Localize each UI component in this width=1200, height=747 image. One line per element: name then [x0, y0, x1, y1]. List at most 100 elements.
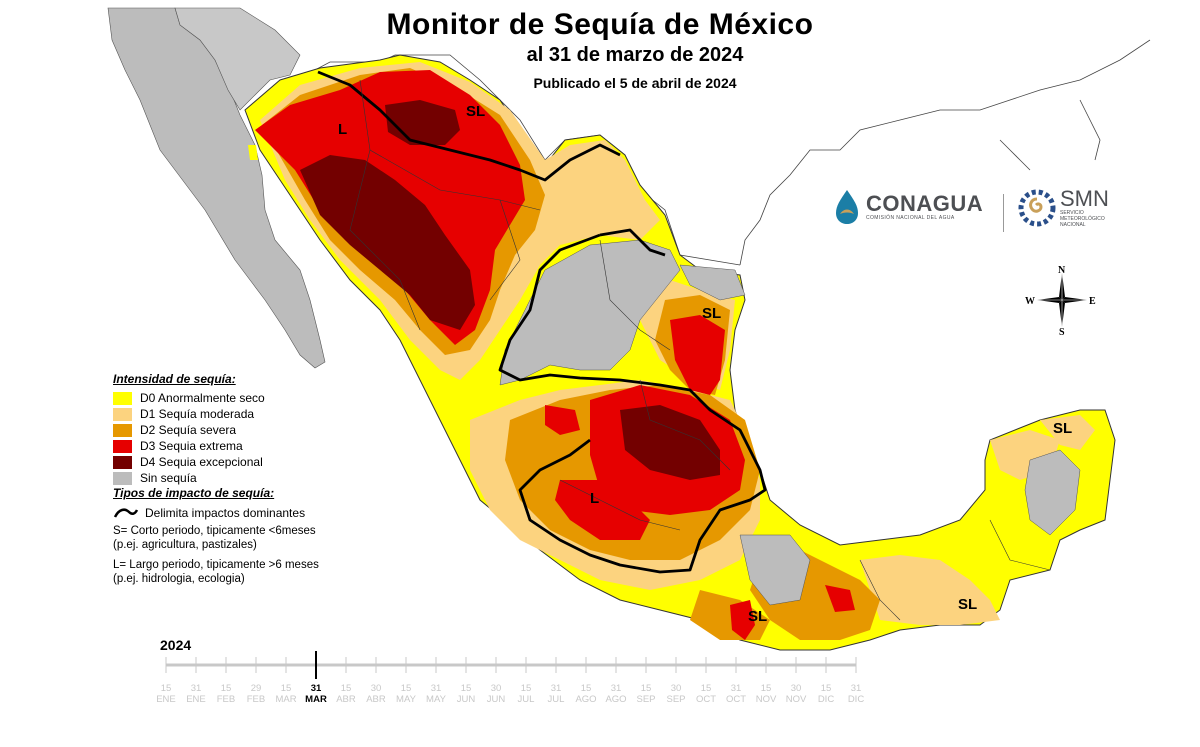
compass-rose: N S W E — [1025, 265, 1096, 335]
tick-month: NOV — [785, 694, 807, 705]
label-sl-northeast: SL — [702, 305, 721, 322]
timeline-tick-label: 15 JUL — [511, 683, 541, 705]
timeline-tick-label: 15 ABR — [331, 683, 361, 705]
tick-day: 31 — [850, 683, 862, 694]
tick-month: MAR — [275, 694, 297, 705]
tick-day: 15 — [340, 683, 352, 694]
tick-month: ENE — [156, 694, 176, 705]
smn-logo: SMN SERVICIO METEOROLÓGICO NACIONAL — [1018, 188, 1109, 228]
legend-item: D4 Sequia excepcional — [113, 454, 413, 470]
label-l-center: L — [590, 490, 599, 507]
legend-intensity-title: Intensidad de sequía: — [113, 372, 236, 386]
timeline-tick-label: 15 DIC — [811, 683, 841, 705]
impact-boundaries — [317, 70, 767, 574]
tick-day: 15 — [160, 683, 172, 694]
tick-month: JUN — [456, 694, 476, 705]
compass-n: N — [1058, 265, 1066, 276]
legend-impact-title: Tipos de impacto de sequía: — [113, 486, 275, 500]
tick-day: 15 — [400, 683, 412, 694]
tick-month: ENE — [186, 694, 206, 705]
label-sl-north: SL — [466, 103, 485, 120]
tick-day: 15 — [520, 683, 532, 694]
tick-month: JUL — [517, 694, 535, 705]
timeline-tick-label: 31 AGO — [601, 683, 631, 705]
tick-month: DIC — [847, 694, 865, 705]
tick-month: FEB — [246, 694, 266, 705]
no-drought-areas — [499, 239, 1081, 606]
tick-month: MAR — [305, 694, 327, 705]
state-borders — [349, 79, 1051, 621]
timeline-year: 2024 — [160, 637, 192, 653]
tick-month: OCT — [725, 694, 747, 705]
tick-day: 30 — [490, 683, 502, 694]
legend-label: Sin sequía — [140, 471, 197, 485]
smn-subtitle: SERVICIO METEOROLÓGICO NACIONAL — [1060, 210, 1105, 228]
logos-block: CONAGUA COMISIÓN NACIONAL DEL AGUA SMN S… — [832, 188, 1132, 236]
tick-month: FEB — [216, 694, 236, 705]
timeline-tick-label: 31 OCT — [721, 683, 751, 705]
timeline-tick-label: 15 AGO — [571, 683, 601, 705]
tick-day: 15 — [820, 683, 832, 694]
timeline-tick-label: 15 OCT — [691, 683, 721, 705]
map-region-labels: L SL SL L SL SL SL — [338, 103, 1072, 625]
legend-item: Sin sequía — [113, 470, 413, 486]
tick-month: SEP — [636, 694, 656, 705]
timeline-axis — [165, 651, 857, 679]
tick-day: 31 — [610, 683, 622, 694]
logo-separator — [1003, 194, 1004, 232]
timeline-tick-label: 30 JUN — [481, 683, 511, 705]
label-sl-south: SL — [748, 608, 767, 625]
tick-month: NOV — [755, 694, 777, 705]
tick-day: 31 — [730, 683, 742, 694]
tick-month: ABR — [336, 694, 356, 705]
legend-label: D4 Sequia excepcional — [140, 455, 263, 469]
tick-month: OCT — [695, 694, 717, 705]
tick-day: 15 — [640, 683, 652, 694]
tick-day: 31 — [190, 683, 202, 694]
label-sl-yucatan: SL — [1053, 420, 1072, 437]
label-l-north: L — [338, 121, 347, 138]
compass-w: W — [1025, 296, 1035, 307]
baja-california — [107, 7, 326, 369]
tick-month: JUL — [547, 694, 565, 705]
legend-label: D0 Anormalmente seco — [140, 391, 265, 405]
legend-label: D2 Sequía severa — [140, 423, 237, 437]
timeline-tick-label: 31 MAY — [421, 683, 451, 705]
timeline-tick-label: 30 SEP — [661, 683, 691, 705]
legend: Intensidad de sequía: D0 Anormalmente se… — [113, 372, 413, 586]
tick-day: 31 — [310, 683, 322, 694]
timeline-tick-label: 31 MAR — [301, 683, 331, 705]
impact-line-icon — [113, 508, 139, 518]
tick-day: 31 — [550, 683, 562, 694]
legend-short-term: S= Corto periodo, tipicamente <6meses (p… — [113, 525, 316, 551]
map-title: Monitor de Sequía de México — [386, 8, 814, 41]
legend-label: D3 Sequia extrema — [140, 439, 243, 453]
timeline-tick-label: 15 MAR — [271, 683, 301, 705]
timeline-tick-label: 15 MAY — [391, 683, 421, 705]
legend-label: D1 Sequía moderada — [140, 407, 255, 421]
legend-swatch — [113, 455, 132, 469]
timeline-tick-label: 29 FEB — [241, 683, 271, 705]
tick-month: SEP — [666, 694, 686, 705]
impact-line-label: Delimita impactos dominantes — [145, 506, 306, 520]
tick-day: 29 — [250, 683, 262, 694]
smn-name: SMN — [1060, 186, 1109, 211]
tick-day: 15 — [220, 683, 232, 694]
conagua-logo: CONAGUA COMISIÓN NACIONAL DEL AGUA — [832, 188, 983, 226]
timeline-tick-label: 30 ABR — [361, 683, 391, 705]
tick-month: AGO — [605, 694, 627, 705]
tick-month: DIC — [817, 694, 835, 705]
legend-items: D0 Anormalmente seco D1 Sequía moderada D2… — [113, 390, 413, 486]
smn-spiral-icon — [1018, 189, 1056, 227]
timeline-tick-label: 31 JUL — [541, 683, 571, 705]
timeline-tick-label: 31 DIC — [841, 683, 871, 705]
tick-day: 15 — [460, 683, 472, 694]
legend-item: D2 Sequía severa — [113, 422, 413, 438]
conagua-subtitle: COMISIÓN NACIONAL DEL AGUA — [866, 215, 955, 221]
timeline-tick-label: 31 ENE — [181, 683, 211, 705]
timeline-tick-label: 15 SEP — [631, 683, 661, 705]
legend-item: D1 Sequía moderada — [113, 406, 413, 422]
tick-day: 30 — [790, 683, 802, 694]
legend-item: D3 Sequia extrema — [113, 438, 413, 454]
